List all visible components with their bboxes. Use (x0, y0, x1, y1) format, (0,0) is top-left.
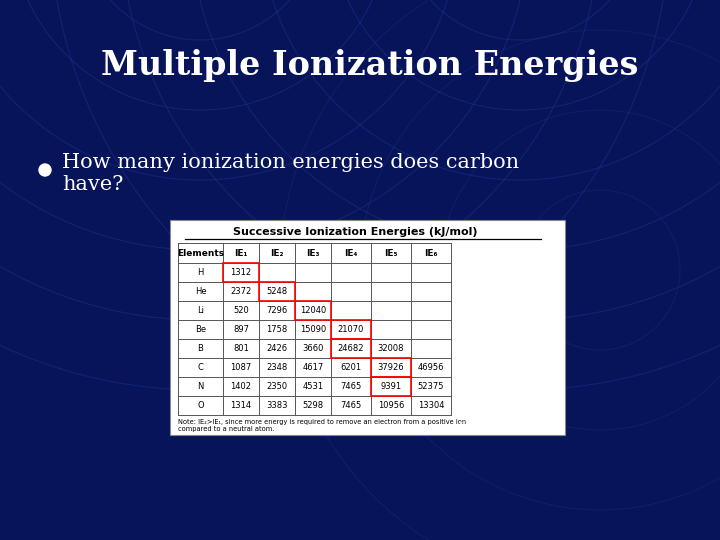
Bar (259, 282, 295, 301)
Text: 4531: 4531 (302, 382, 323, 391)
Text: 2426: 2426 (266, 344, 287, 353)
Text: 1758: 1758 (266, 325, 287, 334)
Text: 46956: 46956 (418, 363, 444, 372)
Text: 897: 897 (233, 325, 249, 334)
Text: 21070: 21070 (338, 325, 364, 334)
Text: 9391: 9391 (380, 382, 402, 391)
Text: have?: have? (62, 176, 123, 194)
Bar (331, 320, 371, 339)
Circle shape (39, 164, 51, 176)
Text: 37926: 37926 (378, 363, 405, 372)
Text: 1312: 1312 (230, 268, 251, 277)
Text: 4617: 4617 (302, 363, 323, 372)
Text: IE₃: IE₃ (306, 248, 320, 258)
Text: 52375: 52375 (418, 382, 444, 391)
Text: 12040: 12040 (300, 306, 326, 315)
Text: 801: 801 (233, 344, 249, 353)
Text: IE₁ is the first
ionization energy,
which is the
energy to remove
a valence elec: IE₁ is the first ionization energy, whic… (459, 245, 549, 332)
Text: IE₂: IE₂ (270, 248, 284, 258)
Text: How many ionization energies does carbon: How many ionization energies does carbon (62, 152, 519, 172)
Text: 6201: 6201 (341, 363, 361, 372)
Text: 3660: 3660 (302, 344, 324, 353)
Text: 2350: 2350 (266, 382, 287, 391)
Text: 1087: 1087 (230, 363, 251, 372)
Bar (331, 339, 371, 358)
Text: 7296: 7296 (266, 306, 287, 315)
Text: 24682: 24682 (338, 344, 364, 353)
Text: Note: IE₂>IE₁, since more energy is required to remove an electron from a positi: Note: IE₂>IE₁, since more energy is requ… (178, 419, 466, 432)
Text: Be: Be (195, 325, 206, 334)
Text: N: N (197, 382, 204, 391)
Text: 7465: 7465 (341, 382, 361, 391)
Text: Multiple Ionization Energies: Multiple Ionization Energies (102, 49, 639, 82)
Text: 10956: 10956 (378, 401, 404, 410)
Text: IE₆: IE₆ (424, 248, 438, 258)
Text: IE₄: IE₄ (344, 248, 358, 258)
Text: 2372: 2372 (230, 287, 251, 296)
Text: 520: 520 (233, 306, 249, 315)
Text: IE₁: IE₁ (234, 248, 248, 258)
Text: H: H (197, 268, 204, 277)
Text: 3383: 3383 (266, 401, 288, 410)
Bar (295, 301, 331, 320)
Bar (223, 263, 259, 282)
Text: 15090: 15090 (300, 325, 326, 334)
Bar (371, 358, 411, 377)
Text: 2348: 2348 (266, 363, 287, 372)
Text: Elements: Elements (177, 248, 224, 258)
Text: C: C (197, 363, 204, 372)
Text: IE₂ is the second
ionization energy
and is the energy
required to
remove the
sec: IE₂ is the second ionization energy and … (459, 345, 545, 432)
Text: 13304: 13304 (418, 401, 444, 410)
Text: Li: Li (197, 306, 204, 315)
Text: 5298: 5298 (302, 401, 323, 410)
Text: 7465: 7465 (341, 401, 361, 410)
Text: 1314: 1314 (230, 401, 251, 410)
Text: O: O (197, 401, 204, 410)
Text: Successive Ionization Energies (kJ/mol): Successive Ionization Energies (kJ/mol) (233, 227, 478, 237)
Text: IE₅: IE₅ (384, 248, 397, 258)
Text: 32008: 32008 (378, 344, 404, 353)
Bar (371, 377, 411, 396)
Text: 1402: 1402 (230, 382, 251, 391)
Text: B: B (197, 344, 204, 353)
Bar (170, 220, 565, 435)
Text: He: He (194, 287, 207, 296)
Text: 5248: 5248 (266, 287, 287, 296)
